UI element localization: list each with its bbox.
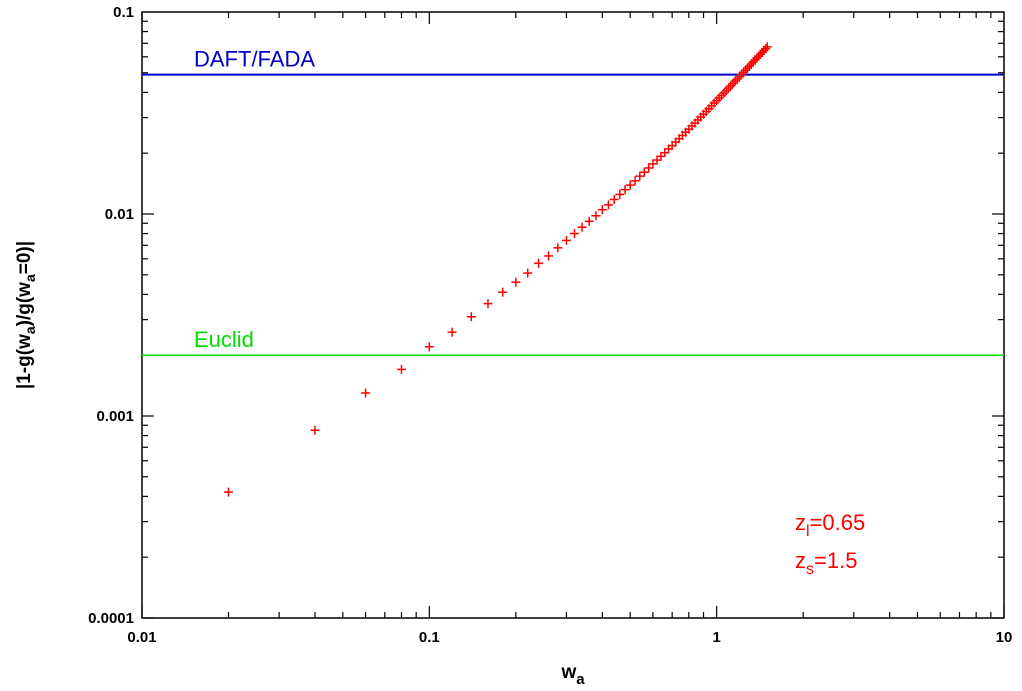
data-point (544, 251, 554, 261)
reference-label-euclid: Euclid (194, 327, 254, 352)
x-axis-title-base: w (560, 662, 576, 683)
data-point (744, 61, 754, 71)
data-point (396, 364, 406, 374)
y-tick-label: 0.1 (113, 4, 134, 21)
data-point (223, 487, 233, 497)
data-point (498, 287, 508, 297)
data-point (569, 229, 579, 239)
annotation-zs-sub: s (806, 561, 814, 578)
x-axis-title: wa (560, 662, 585, 688)
data-point (424, 342, 434, 352)
data-point (553, 243, 563, 253)
axis-ticks (141, 12, 1005, 619)
data-point (739, 67, 749, 77)
y-axis-title-part-1: |1-g(w (14, 334, 35, 389)
annotation-zs: zs=1.5 (795, 548, 857, 578)
data-point (466, 312, 476, 322)
data-point (630, 176, 640, 186)
data-point (648, 159, 658, 169)
x-axis-title-sub: a (576, 671, 585, 688)
data-point (577, 222, 587, 232)
y-tick-label: 0.0001 (88, 610, 134, 627)
data-point (644, 163, 654, 173)
data-point (511, 277, 521, 287)
tick-labels: 0.01 0.1 1 10 0.0001 0.001 0.01 0.1 (88, 4, 1012, 646)
data-point (741, 65, 751, 75)
x-tick-label: 0.1 (419, 629, 440, 646)
y-axis-title-sub-2: a (22, 274, 38, 282)
data-point (761, 44, 771, 54)
y-axis-title-part-3: =0)| (14, 241, 35, 274)
y-axis-title: |1-g(wa)/g(wa=0)| (14, 241, 38, 389)
data-point (603, 200, 613, 210)
data-point (561, 235, 571, 245)
reference-label-daft-fada: DAFT/FADA (194, 47, 315, 72)
annotation-zl: zl=0.65 (795, 510, 865, 540)
data-point (635, 171, 645, 181)
data-point (483, 299, 493, 309)
data-point (609, 194, 619, 204)
data-point (447, 327, 457, 337)
x-tick-label: 10 (996, 629, 1013, 646)
annotation-zs-value: =1.5 (814, 548, 857, 573)
data-point (591, 211, 601, 221)
data-point (620, 185, 630, 195)
annotation-zl-value: =0.65 (810, 510, 866, 535)
y-axis-title-part-2: )/g(w (14, 282, 35, 327)
reference-lines: DAFT/FADA Euclid (142, 47, 1004, 356)
data-point (361, 388, 371, 398)
plot-frame (141, 11, 1005, 619)
data-point (732, 74, 742, 84)
data-point (615, 189, 625, 199)
y-tick-label: 0.001 (96, 408, 134, 425)
annotation-zl-sub: l (806, 523, 810, 540)
data-point (597, 205, 607, 215)
data-point (730, 76, 740, 86)
x-tick-label: 1 (712, 629, 720, 646)
y-tick-label: 0.01 (105, 206, 134, 223)
data-points (223, 42, 772, 497)
data-point (523, 268, 533, 278)
data-point (584, 216, 594, 226)
data-point (625, 180, 635, 190)
data-point (310, 425, 320, 435)
data-point (639, 167, 649, 177)
annotation-zs-base: z (795, 548, 806, 573)
data-point (534, 258, 544, 268)
data-point (762, 42, 772, 52)
data-point (736, 69, 746, 79)
y-axis-title-sub-1: a (22, 326, 38, 334)
data-point (742, 63, 752, 73)
x-tick-label: 0.01 (127, 629, 156, 646)
annotation-zl-base: z (795, 510, 806, 535)
